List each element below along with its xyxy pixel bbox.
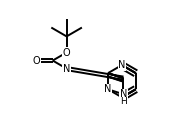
Text: N: N xyxy=(118,60,126,70)
Text: N: N xyxy=(104,84,112,94)
Text: N: N xyxy=(120,89,127,99)
Text: O: O xyxy=(33,56,40,66)
Text: N: N xyxy=(63,64,70,74)
Text: H: H xyxy=(120,97,127,106)
Text: O: O xyxy=(63,47,70,58)
